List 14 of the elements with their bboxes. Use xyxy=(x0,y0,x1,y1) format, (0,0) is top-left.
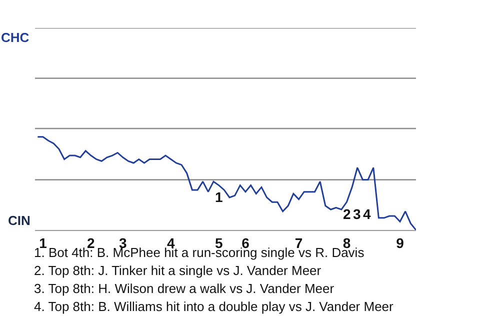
x-tick-label: 7 xyxy=(294,234,303,251)
annotation: 2 xyxy=(343,206,351,222)
x-tick-label: 9 xyxy=(396,234,404,251)
x-tick-label: 8 xyxy=(342,234,351,251)
text: 4. Top 8th: B. Williams hit into a double play vs J. Vander Meer xyxy=(34,299,394,314)
annotation: 1 xyxy=(215,189,223,205)
annotation: 4 xyxy=(363,206,371,222)
annotation: 3 xyxy=(353,206,361,222)
text: 3. Top 8th: H. Wilson drew a walk vs J. Vander Meer xyxy=(34,281,335,296)
x-tick-label: 2 xyxy=(87,234,96,251)
ref-line-label: CHC xyxy=(1,30,30,45)
x-tick-label: 5 xyxy=(214,234,223,251)
text: CIN xyxy=(8,213,30,228)
text: 2. Top 8th: J. Tinker hit a single vs J. Vander Meer xyxy=(34,263,322,278)
